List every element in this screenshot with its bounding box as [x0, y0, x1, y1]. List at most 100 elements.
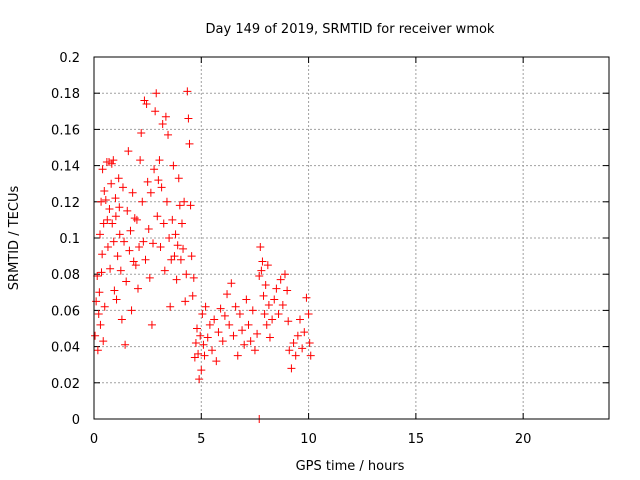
data-point [259, 291, 268, 300]
y-tick-labels: 0 0.02 0.04 0.06 0.08 0.1 0.12 0.14 0.16 0.18 0.2 [51, 51, 80, 428]
data-point [283, 286, 292, 295]
data-point [136, 156, 145, 165]
data-point [159, 219, 168, 228]
y-tick-label: 0.1 [59, 232, 80, 247]
y-tick-label: 0.16 [51, 123, 80, 138]
data-point [115, 203, 124, 212]
data-point [182, 270, 191, 279]
data-point [272, 284, 281, 293]
data-point [123, 206, 132, 215]
y-tick-label: 0.06 [51, 304, 80, 319]
data-point [225, 320, 234, 329]
data-point [139, 237, 148, 246]
data-point [100, 302, 109, 311]
data-point [268, 315, 277, 324]
data-point [173, 241, 182, 250]
data-point [98, 165, 107, 174]
y-tick-label: 0.04 [51, 341, 80, 356]
data-point [197, 366, 206, 375]
data-point [101, 195, 110, 204]
data-point [293, 331, 302, 340]
data-point [106, 264, 115, 273]
data-point [304, 310, 313, 319]
data-point [306, 351, 315, 360]
data-point [155, 156, 164, 165]
data-point [93, 272, 102, 281]
data-point [302, 293, 311, 302]
data-point [256, 243, 265, 252]
data-point [124, 147, 133, 156]
data-point [128, 188, 137, 197]
data-point [196, 331, 205, 340]
data-point [133, 284, 142, 293]
data-point [147, 320, 156, 329]
data-point [108, 219, 117, 228]
data-point [140, 96, 149, 105]
data-point [117, 315, 126, 324]
data-point [131, 261, 140, 270]
data-point [94, 310, 103, 319]
data-point [298, 344, 307, 353]
y-tick-label: 0.12 [51, 196, 80, 211]
data-point [96, 230, 105, 239]
data-point [109, 237, 118, 246]
y-tick-label: 0.2 [59, 51, 80, 66]
data-point [270, 295, 279, 304]
data-point [220, 311, 229, 320]
data-point [244, 320, 253, 329]
data-point [115, 230, 124, 239]
data-point [103, 243, 112, 252]
data-point [118, 183, 127, 192]
data-point [150, 165, 159, 174]
data-point [162, 197, 171, 206]
data-point [126, 226, 135, 235]
data-point [214, 328, 223, 337]
data-point [201, 302, 210, 311]
x-tick-label: 20 [515, 432, 532, 447]
data-point [157, 183, 166, 192]
data-point [170, 252, 179, 261]
data-point [176, 255, 185, 264]
data-point [296, 315, 304, 324]
data-point [262, 320, 271, 329]
data-point [160, 266, 169, 275]
data-point [240, 340, 249, 349]
data-point [250, 346, 259, 355]
data-point [198, 310, 207, 319]
x-tick-label: 15 [408, 432, 425, 447]
data-point [99, 337, 108, 346]
data-point [183, 87, 192, 96]
data-point [205, 320, 214, 329]
data-point [129, 257, 138, 266]
data-point [223, 290, 232, 299]
data-point [143, 177, 152, 186]
data-point [96, 320, 105, 329]
data-point [107, 159, 116, 168]
data-point [195, 375, 204, 384]
data-point [154, 176, 163, 185]
data-point [187, 252, 196, 261]
data-point [184, 114, 193, 123]
data-point [122, 277, 131, 286]
data-point [164, 130, 173, 139]
data-point [121, 340, 130, 349]
data-point [167, 255, 176, 264]
data-point [144, 224, 153, 233]
data-point [235, 310, 244, 319]
data-point [146, 188, 155, 197]
data-point [179, 244, 188, 253]
data-point [165, 234, 174, 242]
x-tick-label: 10 [300, 432, 317, 447]
y-tick-label: 0.02 [51, 377, 80, 392]
data-point [135, 243, 144, 252]
y-tick-label: 0 [72, 413, 80, 428]
data-point [285, 346, 294, 355]
data-point [138, 197, 147, 206]
data-point [274, 310, 283, 319]
data-point [92, 297, 101, 306]
data-point [242, 295, 251, 304]
data-point [97, 268, 106, 277]
data-point [193, 324, 201, 333]
y-tick-label: 0.08 [51, 268, 80, 283]
data-point [120, 237, 129, 246]
